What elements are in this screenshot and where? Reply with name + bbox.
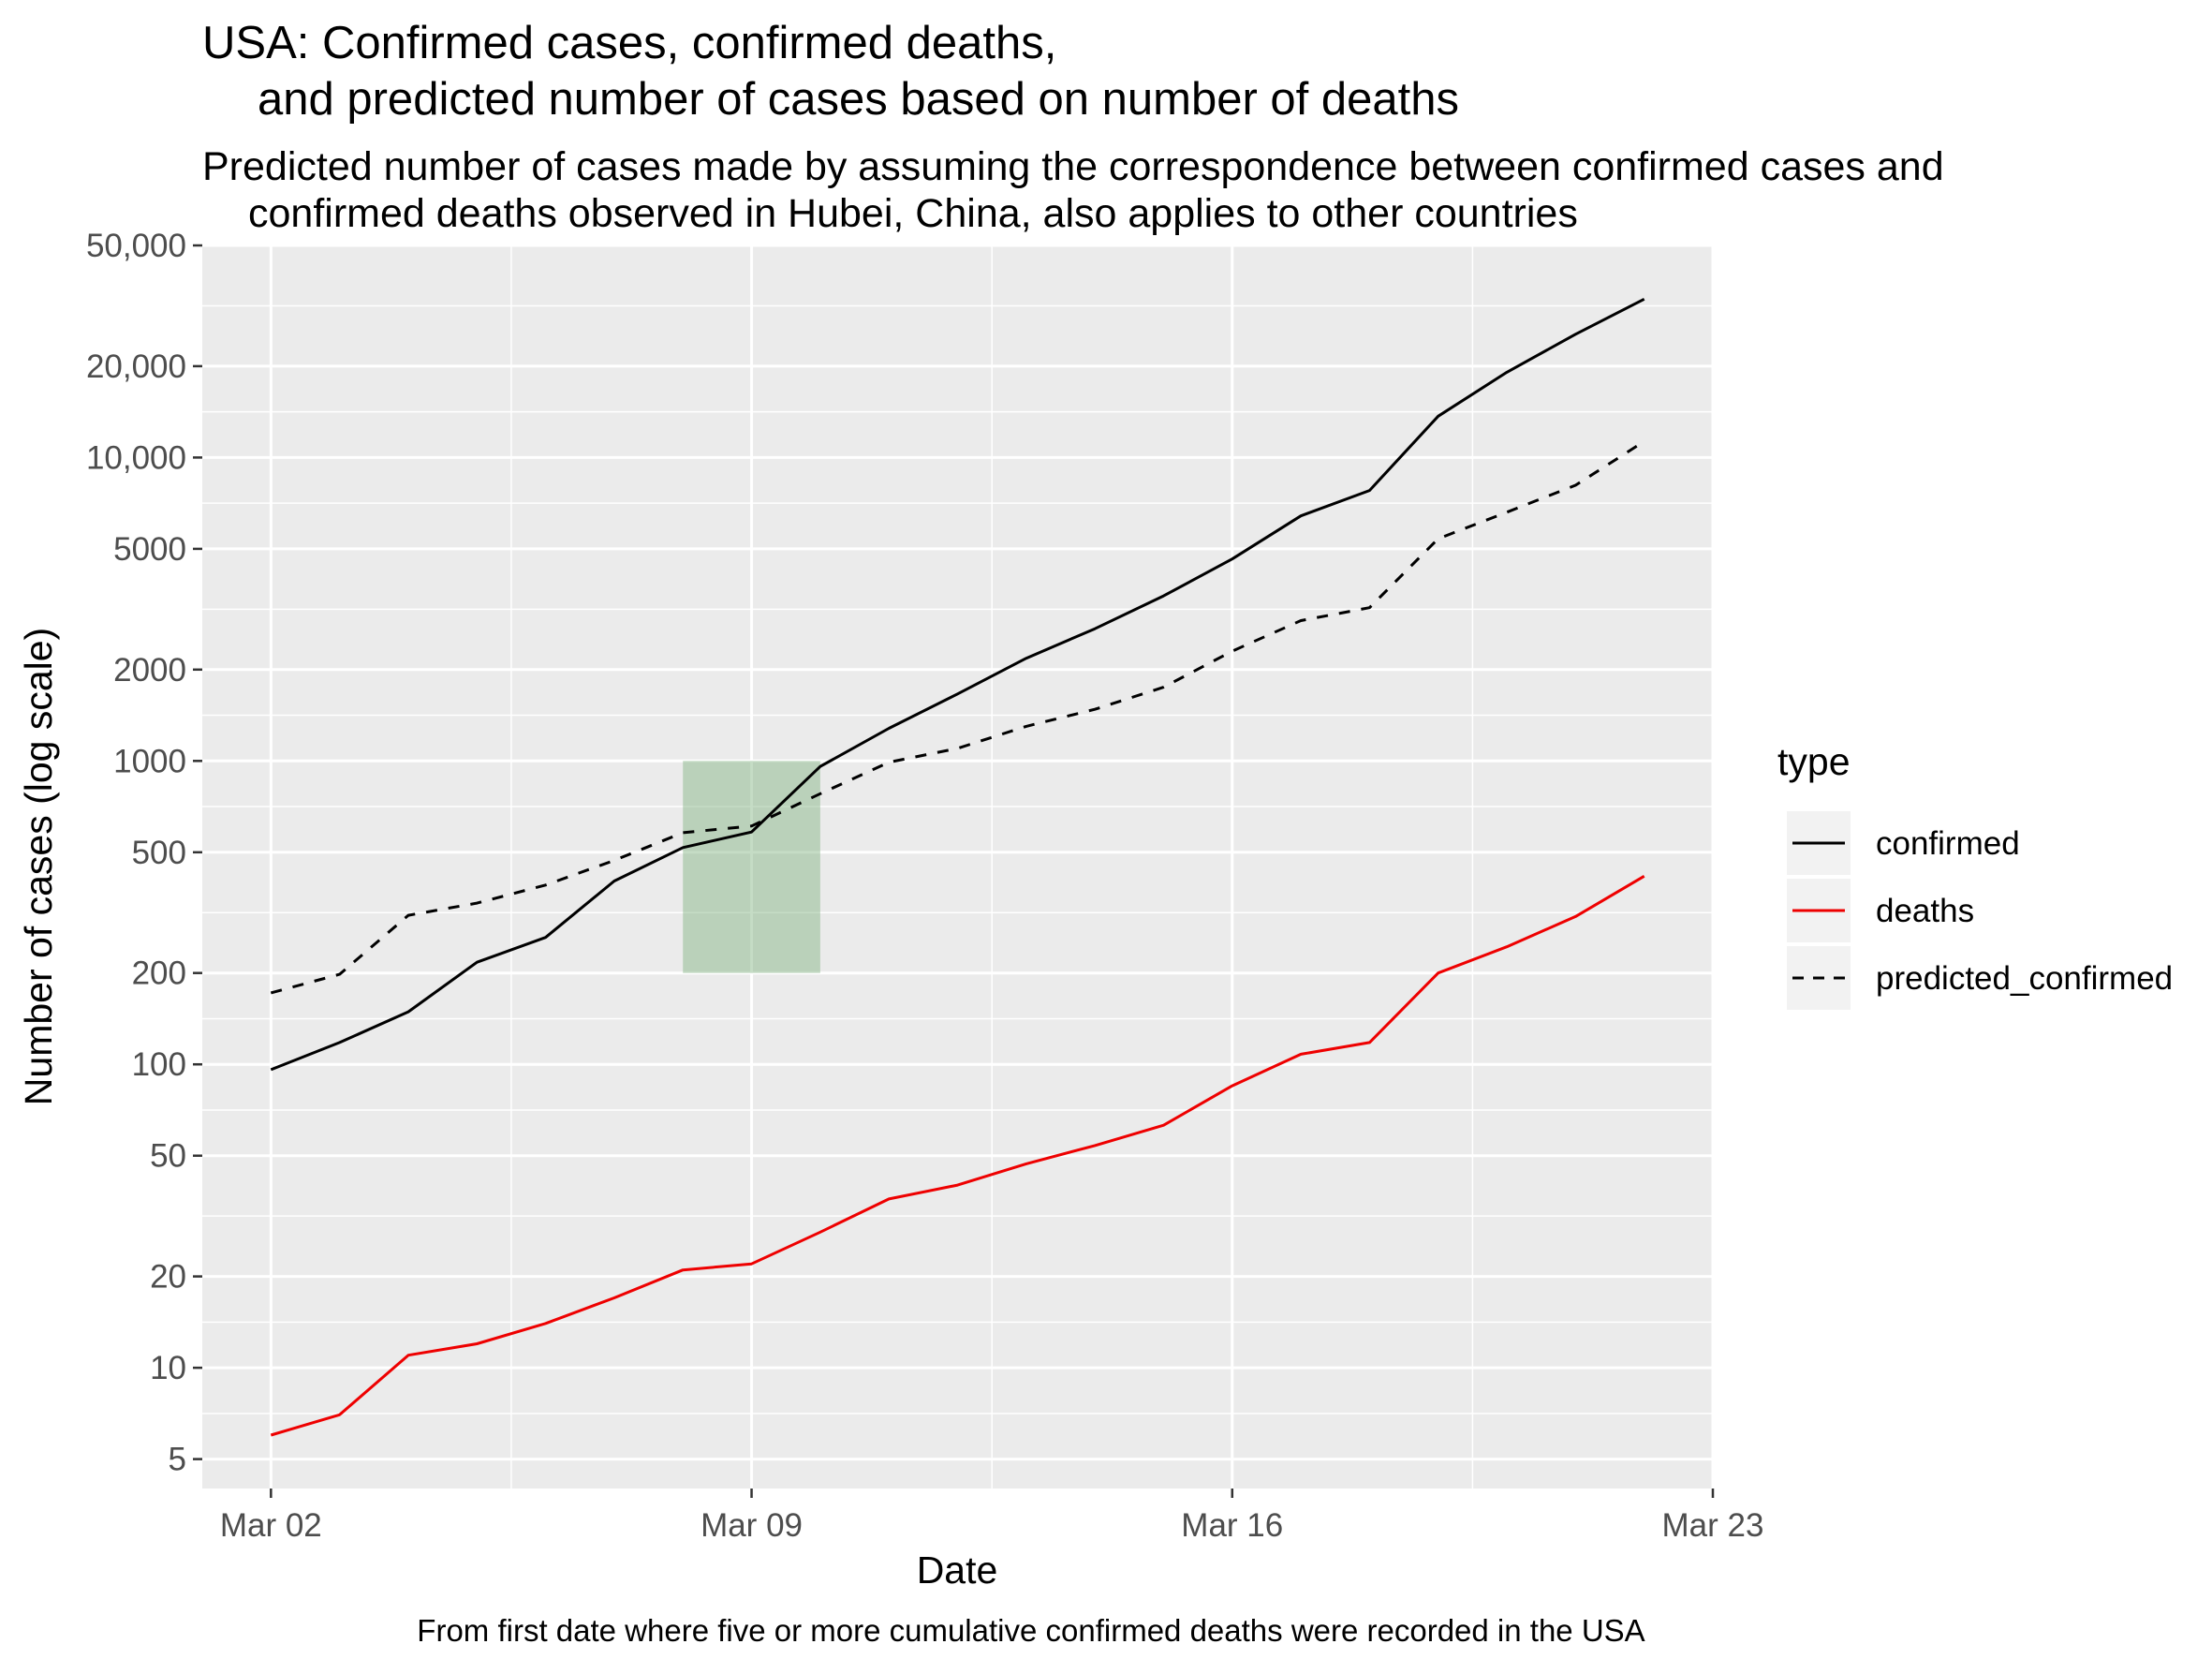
series-line-predicted-confirmed	[270, 439, 1645, 995]
y-tick-label: 20,000	[86, 348, 186, 385]
legend-label-deaths: deaths	[1876, 893, 1974, 929]
highlight-region	[683, 761, 820, 973]
legend: type confirmed deaths predicted_confirmed	[1777, 740, 2173, 1010]
legend-label-predicted-confirmed: predicted_confirmed	[1876, 960, 2173, 997]
chart-title-line-1: USA: Confirmed cases, confirmed deaths,	[202, 18, 1056, 68]
y-axis-title: Number of cases (log scale)	[17, 628, 60, 1105]
x-axis-title: Date	[917, 1548, 998, 1592]
highlight-layer	[683, 761, 820, 973]
y-tick-label: 200	[132, 955, 186, 992]
x-tick-label: Mar 23	[1662, 1507, 1764, 1544]
legend-keys: confirmed deaths predicted_confirmed	[1787, 811, 2173, 1010]
y-tick-label: 10,000	[86, 439, 186, 476]
x-tick-label: Mar 16	[1181, 1507, 1283, 1544]
y-tick-label: 5	[169, 1442, 186, 1478]
series-line-confirmed	[270, 297, 1645, 1072]
y-tick-label: 10	[150, 1350, 186, 1386]
y-tick-label: 2000	[113, 652, 186, 689]
y-tick-label: 50,000	[86, 228, 186, 264]
y-tick-label: 500	[132, 835, 186, 871]
y-tick-label: 1000	[113, 743, 186, 779]
y-tick-label: 100	[132, 1046, 186, 1083]
axes: Mar 02 Mar 09 Mar 16 Mar 23 5 10 20 50 100 200 500…	[86, 228, 1764, 1544]
series-line-deaths	[270, 875, 1645, 1437]
plot-panel	[202, 245, 1713, 1489]
chart-caption: From first date where five or more cumul…	[417, 1613, 1644, 1648]
chart-title-line-2: and predicted number of cases based on n…	[258, 74, 1459, 125]
y-tick-label: 5000	[113, 531, 186, 568]
y-tick-label: 50	[150, 1138, 186, 1175]
x-tick-label: Mar 02	[220, 1507, 322, 1544]
chart-subtitle-line-1: Predicted number of cases made by assumi…	[202, 144, 1944, 189]
grid-lines	[202, 244, 1715, 1489]
series-lines	[270, 297, 1645, 1437]
legend-title: type	[1777, 740, 1851, 783]
x-tick-label: Mar 09	[700, 1507, 803, 1544]
legend-label-confirmed: confirmed	[1876, 825, 2020, 862]
y-tick-label: 20	[150, 1259, 186, 1296]
chart-subtitle-line-2: confirmed deaths observed in Hubei, Chin…	[248, 191, 1578, 236]
